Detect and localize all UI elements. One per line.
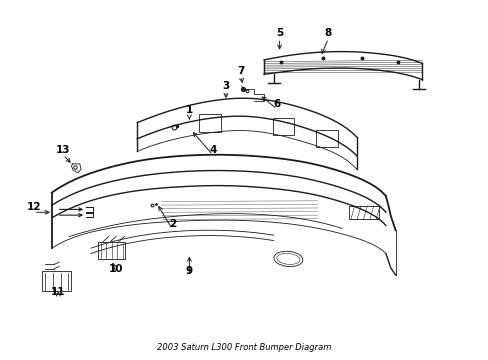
Bar [98,242,125,259]
Bar [42,271,71,291]
Text: 8: 8 [324,28,331,39]
Bar [316,130,338,147]
Text: 1: 1 [185,105,193,116]
Text: 2003 Saturn L300 Front Bumper Diagram: 2003 Saturn L300 Front Bumper Diagram [157,343,331,352]
Text: 4: 4 [209,145,216,155]
Text: 11: 11 [51,287,65,297]
Text: 3: 3 [222,81,229,91]
Text: 5: 5 [275,28,283,39]
Text: 9: 9 [185,266,193,276]
Text: 10: 10 [109,264,123,274]
Text: 12: 12 [26,202,41,212]
Text: 13: 13 [56,145,70,155]
Text: 6: 6 [273,99,280,109]
Bar [272,118,294,135]
Text: 2: 2 [168,219,176,229]
Bar [199,114,221,132]
Text: 7: 7 [237,66,244,76]
